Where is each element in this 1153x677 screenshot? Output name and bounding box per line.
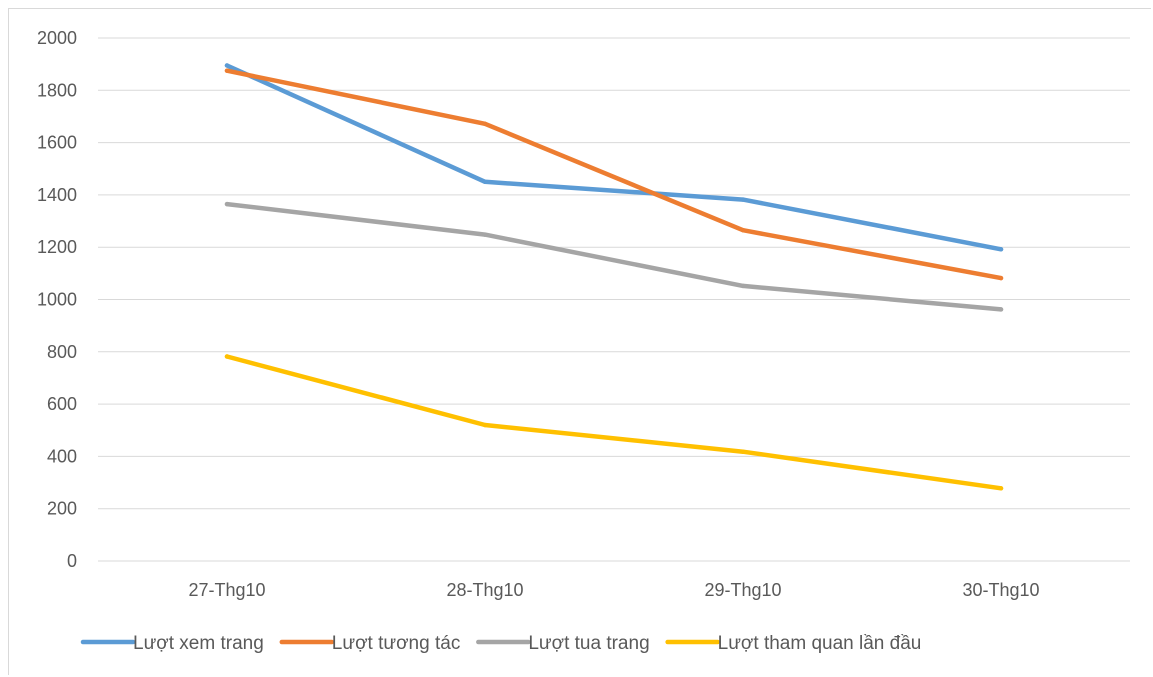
series-line xyxy=(224,201,1004,312)
data-point xyxy=(482,121,488,126)
x-tick-label: 27-Thg10 xyxy=(188,580,265,600)
data-point xyxy=(224,63,230,68)
data-point xyxy=(740,449,746,454)
x-tick-label: 29-Thg10 xyxy=(704,580,781,600)
y-tick-label: 600 xyxy=(47,394,77,414)
data-point xyxy=(224,68,230,73)
x-tick-label: 30-Thg10 xyxy=(962,580,1039,600)
y-tick-label: 1800 xyxy=(37,80,77,100)
chart-area xyxy=(8,8,1151,675)
y-tick-label: 400 xyxy=(47,446,77,466)
y-tick-label: 1200 xyxy=(37,237,77,257)
data-point xyxy=(740,197,746,202)
y-tick-label: 800 xyxy=(47,342,77,362)
legend-label: Lượt tua trang xyxy=(528,633,649,654)
data-point xyxy=(998,275,1004,281)
plot-series xyxy=(224,63,1004,491)
data-point xyxy=(740,228,746,233)
data-point xyxy=(482,232,488,237)
x-tick-label: 28-Thg10 xyxy=(446,580,523,600)
x-axis-tick-labels: 27-Thg10 28-Thg10 29-Thg10 30-Thg10 xyxy=(188,580,1039,600)
data-point xyxy=(224,201,230,207)
series-line xyxy=(224,63,1004,252)
y-tick-label: 0 xyxy=(67,551,77,571)
series-line xyxy=(224,68,1004,281)
data-point xyxy=(740,283,746,289)
y-axis-tick-labels: 0 200 400 600 800 1000 1200 1400 1600 1800 2000 xyxy=(37,28,77,571)
y-tick-label: 200 xyxy=(47,499,77,519)
data-point xyxy=(482,422,488,428)
data-point xyxy=(998,307,1004,312)
y-tick-label: 2000 xyxy=(37,28,77,48)
data-point xyxy=(224,354,230,359)
y-tick-label: 1600 xyxy=(37,133,77,153)
legend-label: Lượt tham quan lần đầu xyxy=(718,633,922,654)
legend-label: Lượt tương tác xyxy=(332,633,461,654)
gridlines xyxy=(98,37,1130,562)
series-line xyxy=(224,354,1004,491)
y-tick-label: 1000 xyxy=(37,290,77,310)
y-tick-label: 1400 xyxy=(37,185,77,205)
data-point xyxy=(482,179,488,185)
legend: Lượt xem trang Lượt tương tác Lượt tua tra… xyxy=(80,633,922,654)
legend-label: Lượt xem trang xyxy=(133,633,264,654)
data-point xyxy=(998,486,1004,491)
data-point xyxy=(998,247,1004,252)
